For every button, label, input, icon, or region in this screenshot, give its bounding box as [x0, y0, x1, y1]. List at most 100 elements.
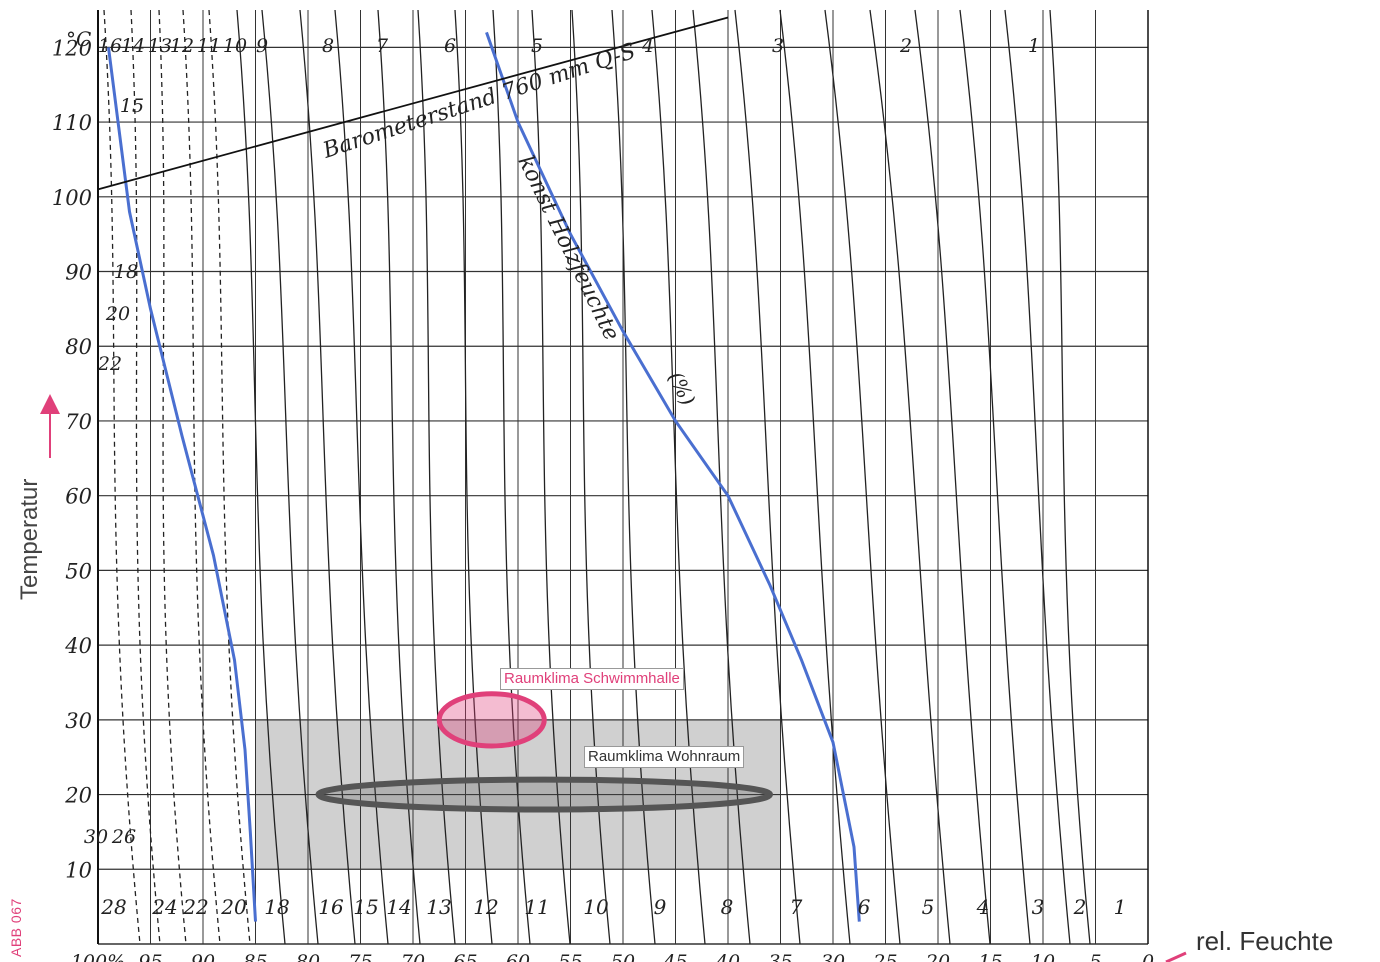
curve-label-bottom: 28 [100, 895, 126, 919]
curve-label-bottom: 5 [922, 895, 935, 919]
curve-label-top: 4 [641, 35, 654, 57]
curve-label-bottom: 6 [858, 895, 871, 919]
highlight-curve-18 [107, 47, 257, 922]
zone-pool [436, 691, 547, 749]
curve-label-lowleft: 30 [84, 826, 108, 848]
curve-label-bottom: 22 [182, 895, 208, 919]
curve-label-lowleft: 26 [111, 826, 136, 848]
curve-label-bottom: 12 [473, 895, 498, 919]
curve-label-bottom: 15 [353, 895, 378, 919]
highlight-curve-label: konst Holzfeuchte [513, 152, 624, 345]
y-tick-label: 50 [65, 559, 92, 583]
moisture-curve [208, 9, 251, 945]
curve-label-top: 14 [121, 35, 145, 57]
moisture-curve [1004, 9, 1071, 945]
curve-label-bottom: 2 [1073, 895, 1087, 919]
barometer-label: Barometerstand 760 mm Q-S [319, 39, 639, 164]
moisture-curve [692, 9, 751, 945]
curve-label-left: 15 [120, 95, 144, 117]
zone-label-pool: Raumklima Schwimmhalle [500, 668, 684, 690]
moisture-curve [417, 9, 456, 945]
curve-label-top: 2 [899, 35, 912, 57]
curve-label-top: 8 [322, 35, 334, 57]
y-tick-label: 90 [65, 261, 92, 285]
curve-label-bottom: 20 [220, 895, 247, 919]
curve-label-bottom: 18 [264, 895, 289, 919]
x-tick-label: 60 [506, 951, 530, 962]
curve-label-bottom: 4 [976, 895, 990, 919]
curve-label-top: 6 [444, 35, 456, 57]
x-tick-label: 75 [348, 951, 372, 962]
moisture-curve [734, 9, 801, 945]
x-tick-label: 20 [925, 951, 950, 962]
curve-label-bottom: 8 [721, 895, 734, 919]
curve-label-top: 16 [98, 35, 122, 57]
curve-label-bottom: 10 [583, 895, 609, 919]
x-tick-label: 100% [71, 951, 125, 962]
zone-label-living: Raumklima Wohnraum [584, 746, 745, 768]
curve-label-bottom: 3 [1032, 895, 1045, 919]
y-tick-label: 40 [64, 634, 92, 658]
x-tick-label: 5 [1089, 951, 1101, 962]
moisture-curve [377, 9, 421, 945]
moisture-curve [103, 9, 141, 945]
curve-label-top: 13 [148, 35, 172, 57]
curve-label-top: 11 [197, 35, 221, 57]
moisture-curve [651, 9, 706, 945]
moisture-curve [158, 9, 187, 945]
curve-label-bottom: 11 [524, 895, 549, 919]
curve-label-bottom: 16 [318, 895, 344, 919]
curve-label-top: 3 [772, 35, 784, 57]
y-tick-label: 60 [65, 485, 92, 509]
x-tick-label: 15 [978, 951, 1002, 962]
y-tick-label: 100 [52, 186, 92, 210]
curve-label-left: 20 [105, 303, 130, 325]
curve-label-top: 10 [223, 35, 247, 57]
y-tick-label: 80 [65, 335, 92, 359]
curve-label-top: 7 [376, 35, 389, 57]
moisture-curve [611, 9, 656, 945]
moisture-curve [492, 9, 531, 945]
x-tick-label: 90 [191, 951, 215, 962]
x-tick-label: 45 [662, 951, 687, 962]
moisture-curve [869, 9, 951, 945]
x-tick-label: 55 [558, 951, 582, 962]
curve-label-bottom: 13 [426, 895, 451, 919]
x-tick-label: 50 [611, 951, 635, 962]
humidity-axis-label: rel. Feuchte [1196, 926, 1334, 956]
x-tick-label: 70 [401, 951, 425, 962]
moisture-curve [824, 9, 901, 945]
x-tick-label: 95 [138, 951, 162, 962]
moisture-curve [334, 9, 389, 945]
highlight-curve-6 [485, 31, 861, 922]
moisture-curve [454, 9, 493, 945]
moisture-curve [914, 9, 991, 945]
y-unit-label: °C [66, 27, 91, 51]
curve-label-top: 1 [1028, 35, 1040, 57]
moisture-curve [182, 9, 221, 945]
moisture-curve [571, 9, 611, 945]
moisture-curve [1049, 9, 1091, 945]
x-tick-label: 30 [821, 951, 845, 962]
curve-label-bottom: 14 [386, 895, 411, 919]
zone-living [315, 776, 773, 813]
curve-label-bottom: 1 [1114, 895, 1127, 919]
temperature-axis-label: Temperatur [16, 478, 43, 600]
curve-label-bottom: 9 [654, 895, 667, 919]
y-tick-label: 20 [64, 784, 92, 808]
x-tick-label: 40 [715, 951, 740, 962]
curve-label-left: 18 [114, 261, 138, 283]
y-tick-label: 120 [52, 36, 92, 60]
moisture-curve [236, 9, 286, 945]
y-tick-label: 110 [52, 111, 92, 135]
figure-code: ABB 067 [8, 898, 24, 957]
x-tick-label: 80 [296, 951, 320, 962]
y-tick-label: 10 [65, 858, 92, 882]
curve-label-top: 5 [531, 35, 543, 57]
moisture-curve [959, 9, 1031, 945]
curve-label-bottom: 7 [790, 895, 803, 919]
y-tick-label: 30 [65, 709, 92, 733]
x-tick-label: 0 [1142, 951, 1154, 962]
moisture-curve [531, 9, 571, 945]
